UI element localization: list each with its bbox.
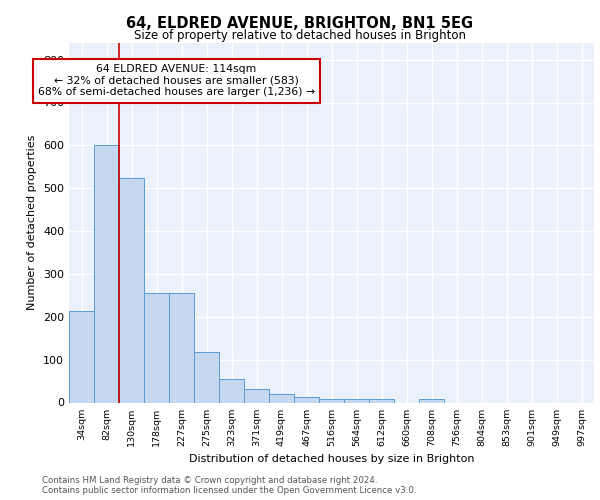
Bar bbox=[194, 352, 219, 403]
Text: Contains HM Land Registry data © Crown copyright and database right 2024.
Contai: Contains HM Land Registry data © Crown c… bbox=[42, 476, 416, 495]
Bar bbox=[169, 293, 194, 403]
Bar bbox=[294, 396, 319, 402]
Bar bbox=[419, 398, 444, 402]
Text: 64 ELDRED AVENUE: 114sqm
← 32% of detached houses are smaller (583)
68% of semi-: 64 ELDRED AVENUE: 114sqm ← 32% of detach… bbox=[38, 64, 315, 97]
Bar bbox=[219, 379, 244, 402]
Bar bbox=[319, 398, 344, 402]
Bar bbox=[94, 146, 119, 402]
Bar bbox=[244, 389, 269, 402]
Bar bbox=[119, 178, 144, 402]
Bar bbox=[344, 398, 369, 402]
Text: 64, ELDRED AVENUE, BRIGHTON, BN1 5EG: 64, ELDRED AVENUE, BRIGHTON, BN1 5EG bbox=[127, 16, 473, 31]
Bar bbox=[144, 293, 169, 403]
Bar bbox=[69, 311, 94, 402]
Y-axis label: Number of detached properties: Number of detached properties bbox=[28, 135, 37, 310]
Text: Size of property relative to detached houses in Brighton: Size of property relative to detached ho… bbox=[134, 29, 466, 42]
X-axis label: Distribution of detached houses by size in Brighton: Distribution of detached houses by size … bbox=[189, 454, 474, 464]
Bar bbox=[269, 394, 294, 402]
Bar bbox=[369, 398, 394, 402]
